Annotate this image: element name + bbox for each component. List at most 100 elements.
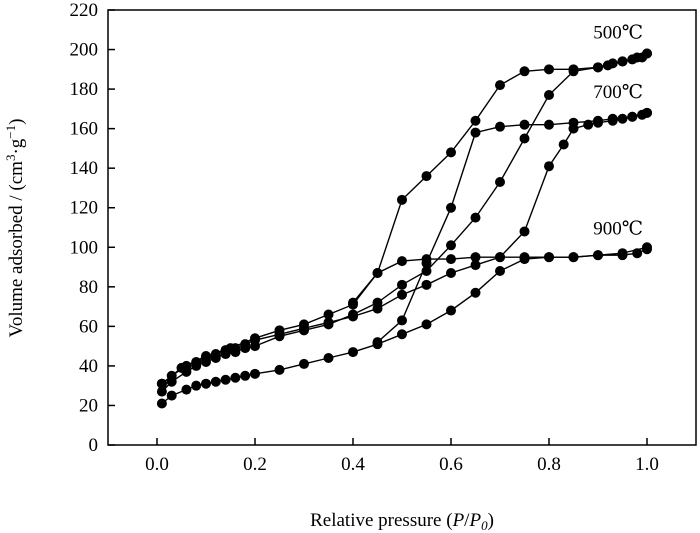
- desorption-point: [544, 252, 554, 263]
- desorption-point: [617, 248, 628, 259]
- x-tick-label: 0.6: [439, 454, 463, 475]
- series-3: [156, 242, 652, 409]
- adsorption-line: [161, 52, 648, 393]
- x-axis-title: Relative pressure (P/P0): [310, 510, 494, 533]
- series-group: [156, 48, 652, 409]
- adsorption-point: [201, 378, 211, 389]
- x-tick-label: 0.4: [341, 454, 365, 475]
- desorption-point: [250, 333, 260, 344]
- series-label: 900℃: [593, 218, 643, 239]
- y-tick-label: 140: [70, 158, 99, 179]
- desorption-point: [519, 252, 530, 263]
- series-2: [156, 107, 652, 389]
- desorption-point: [632, 52, 643, 63]
- desorption-point: [225, 343, 236, 354]
- desorption-point: [495, 80, 505, 91]
- adsorption-point: [470, 287, 481, 298]
- desorption-point: [421, 171, 432, 182]
- desorption-point: [421, 254, 432, 265]
- desorption-point: [593, 115, 603, 126]
- desorption-point: [446, 147, 456, 158]
- adsorption-point: [220, 374, 231, 385]
- desorption-point: [323, 309, 334, 320]
- series-label: 500℃: [593, 23, 643, 44]
- desorption-point: [519, 119, 530, 130]
- desorption-point: [642, 242, 652, 253]
- adsorption-point: [240, 370, 251, 381]
- adsorption-point: [446, 305, 456, 316]
- adsorption-point: [446, 240, 456, 251]
- adsorption-point: [230, 372, 241, 383]
- adsorption-point: [470, 260, 481, 271]
- desorption-point: [617, 56, 628, 67]
- adsorption-point: [372, 339, 383, 350]
- y-tick-label: 20: [79, 395, 98, 416]
- y-tick-label: 60: [79, 316, 98, 337]
- adsorption-point: [544, 90, 554, 101]
- x-tick-label: 0.8: [537, 454, 561, 475]
- adsorption-point: [544, 161, 554, 172]
- x-tick-label: 1.0: [635, 454, 659, 475]
- desorption-point: [372, 267, 383, 278]
- desorption-point: [593, 62, 603, 73]
- adsorption-point: [210, 376, 221, 387]
- desorption-point: [627, 111, 638, 122]
- y-axis-title: Volume adsorbed / (cm3·g−1): [3, 119, 27, 338]
- adsorption-point: [156, 398, 167, 409]
- adsorption-point: [156, 386, 167, 397]
- desorption-point: [568, 252, 579, 263]
- desorption-point: [642, 107, 652, 118]
- desorption-point: [593, 250, 603, 261]
- adsorption-point: [348, 311, 358, 322]
- desorption-point: [176, 362, 187, 373]
- y-tick-label: 120: [70, 198, 99, 219]
- desorption-point: [470, 115, 481, 126]
- adsorption-point: [446, 267, 456, 278]
- adsorption-point: [397, 289, 407, 300]
- desorption-point: [607, 113, 618, 124]
- desorption-point: [544, 119, 554, 130]
- series-1: [156, 48, 652, 397]
- desorption-point: [602, 60, 613, 71]
- plot-frame: [107, 9, 697, 446]
- adsorption-point: [558, 139, 569, 150]
- adsorption-point: [372, 303, 383, 314]
- y-tick-label: 0: [89, 435, 99, 456]
- adsorption-point: [348, 347, 358, 358]
- desorption-point: [470, 127, 481, 138]
- adsorption-point: [519, 226, 530, 237]
- y-tick-label: 80: [79, 277, 98, 298]
- desorption-point: [470, 252, 481, 263]
- y-tick-label: 100: [70, 237, 99, 258]
- x-axis: 0.0 0.2 0.4 0.6 0.8 1.0: [145, 438, 659, 475]
- adsorption-point: [397, 279, 407, 290]
- desorption-point: [397, 256, 407, 267]
- adsorption-point: [495, 177, 505, 188]
- adsorption-point: [323, 317, 334, 328]
- desorption-point: [544, 64, 554, 75]
- desorption-point: [519, 66, 530, 77]
- adsorption-point: [470, 212, 481, 223]
- adsorption-point: [617, 113, 628, 124]
- adsorption-point: [191, 380, 202, 391]
- desorption-point: [568, 117, 579, 128]
- series-labels: 500℃ 700℃ 900℃: [593, 23, 643, 240]
- desorption-point: [568, 64, 579, 75]
- adsorption-point: [421, 319, 432, 330]
- desorption-point: [397, 315, 407, 326]
- desorption-point: [348, 299, 358, 310]
- x-tick-label: 0.0: [145, 454, 169, 475]
- adsorption-point: [166, 390, 177, 401]
- desorption-point: [642, 48, 652, 59]
- adsorption-point: [421, 279, 432, 290]
- y-tick-label: 180: [70, 79, 99, 100]
- desorption-point: [397, 194, 407, 205]
- desorption-point: [495, 121, 505, 132]
- adsorption-line: [161, 112, 648, 385]
- adsorption-point: [519, 133, 530, 144]
- y-tick-label: 220: [70, 0, 99, 21]
- desorption-point: [274, 325, 285, 336]
- adsorption-point: [250, 368, 260, 379]
- adsorption-point: [495, 266, 505, 276]
